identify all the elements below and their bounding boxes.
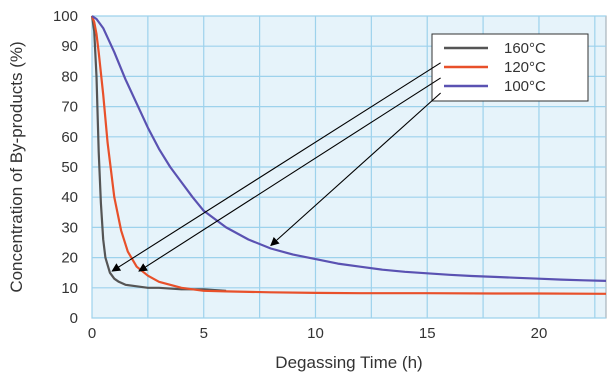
y-tick-label: 70 — [61, 99, 78, 116]
x-tick-label: 0 — [88, 325, 96, 342]
legend-label: 160°C — [504, 40, 546, 57]
legend: 160°C 120°C 100°C — [431, 33, 589, 102]
series-line-2 — [91, 15, 607, 282]
x-tick-label: 15 — [419, 325, 436, 342]
x-tick-label: 5 — [200, 325, 208, 342]
y-tick-label: 20 — [61, 250, 78, 267]
y-axis-ticks: 0 10 20 30 40 50 60 70 80 90 100 — [53, 8, 78, 327]
y-tick-label: 80 — [61, 68, 78, 85]
annotation-arrow — [111, 62, 441, 272]
x-axis-label: Degassing Time (h) — [275, 353, 422, 372]
y-tick-label: 90 — [61, 38, 78, 55]
legend-label: 120°C — [504, 59, 546, 76]
y-axis-label: Concentration of By-products (%) — [7, 41, 26, 292]
y-tick-label: 30 — [61, 219, 78, 236]
y-tick-label: 50 — [61, 159, 78, 176]
y-tick-label: 100 — [53, 8, 78, 25]
grid-lines — [91, 15, 606, 319]
annotation-arrow — [138, 77, 441, 272]
annotation-arrow — [270, 92, 441, 247]
series-line-1 — [90, 15, 607, 295]
y-tick-label: 0 — [70, 310, 78, 327]
legend-label: 100°C — [504, 78, 546, 95]
y-tick-label: 60 — [61, 129, 78, 146]
series-lines — [90, 15, 607, 295]
annotation-arrows — [111, 62, 441, 272]
x-tick-label: 10 — [307, 325, 324, 342]
y-tick-label: 10 — [61, 280, 78, 297]
x-tick-label: 20 — [531, 325, 548, 342]
x-axis-ticks: 0 5 10 15 20 — [88, 325, 547, 342]
y-tick-label: 40 — [61, 189, 78, 206]
series-line-0 — [90, 15, 227, 292]
